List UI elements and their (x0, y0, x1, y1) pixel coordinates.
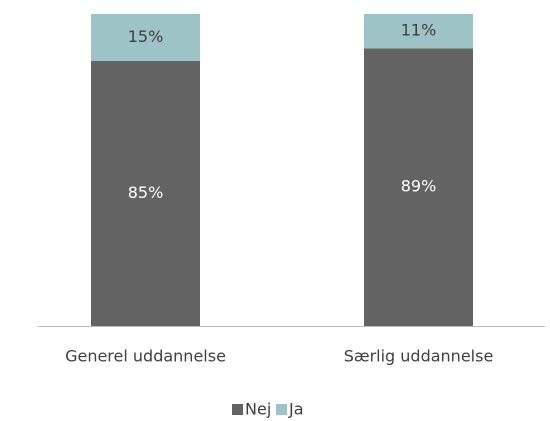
bar-segment (91, 60, 200, 327)
bar-segment (364, 14, 473, 49)
data-label: 85% (128, 183, 164, 202)
data-label: 11% (401, 21, 437, 40)
data-label: 15% (128, 27, 164, 46)
x-tick-label: Generel uddannelse (65, 347, 226, 366)
legend-label: Ja (288, 400, 304, 419)
bar-segment (91, 14, 200, 61)
x-tick-label: Særlig uddannelse (344, 347, 494, 366)
legend-label: Nej (245, 400, 271, 419)
bar-segment (364, 48, 473, 326)
legend-swatch (276, 404, 287, 415)
legend-swatch (232, 404, 243, 415)
data-label: 89% (401, 177, 437, 196)
